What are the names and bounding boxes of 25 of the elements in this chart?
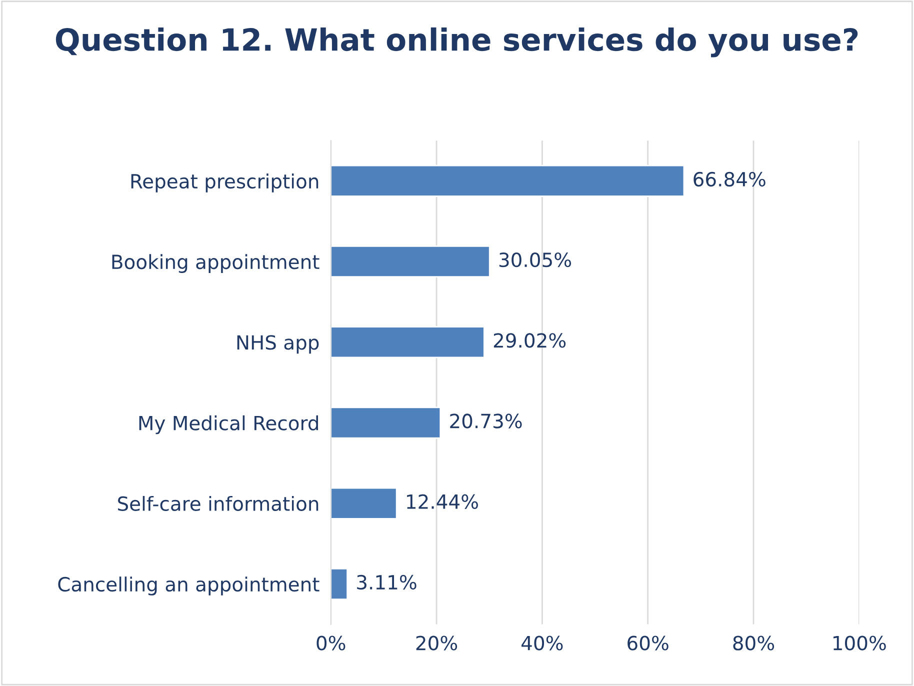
y-tick-label: Booking appointment: [112, 254, 320, 273]
bar: [330, 406, 442, 439]
y-tick-label: Cancelling an appointment: [58, 576, 320, 596]
data-label: 29.02%: [494, 333, 566, 348]
bar: [330, 568, 348, 600]
data-label: 30.05%: [499, 252, 572, 268]
bar: [330, 246, 490, 278]
x-tick-label: 0%: [316, 636, 346, 650]
x-tick-label: 20%: [416, 636, 458, 650]
y-tick-label: NHS app: [237, 335, 319, 354]
x-tick-label: 40%: [522, 636, 563, 650]
bar: [330, 487, 398, 520]
bar: [330, 164, 685, 197]
data-label: 3.11%: [357, 574, 416, 590]
data-label: 20.73%: [450, 414, 522, 428]
data-label: 66.84%: [694, 172, 766, 187]
y-tick-label: Self-care information: [118, 496, 318, 512]
x-tick-label: 80%: [733, 636, 774, 650]
x-tick-label: 60%: [628, 636, 668, 650]
data-label: 12.44%: [407, 494, 478, 509]
y-tick-label: Repeat prescription: [131, 174, 318, 192]
x-tick-label: 100%: [834, 636, 886, 650]
bar: [330, 326, 485, 358]
chart-title: Question 12. What online services do you use?: [56, 27, 858, 58]
y-tick-label: My Medical Record: [139, 415, 318, 434]
